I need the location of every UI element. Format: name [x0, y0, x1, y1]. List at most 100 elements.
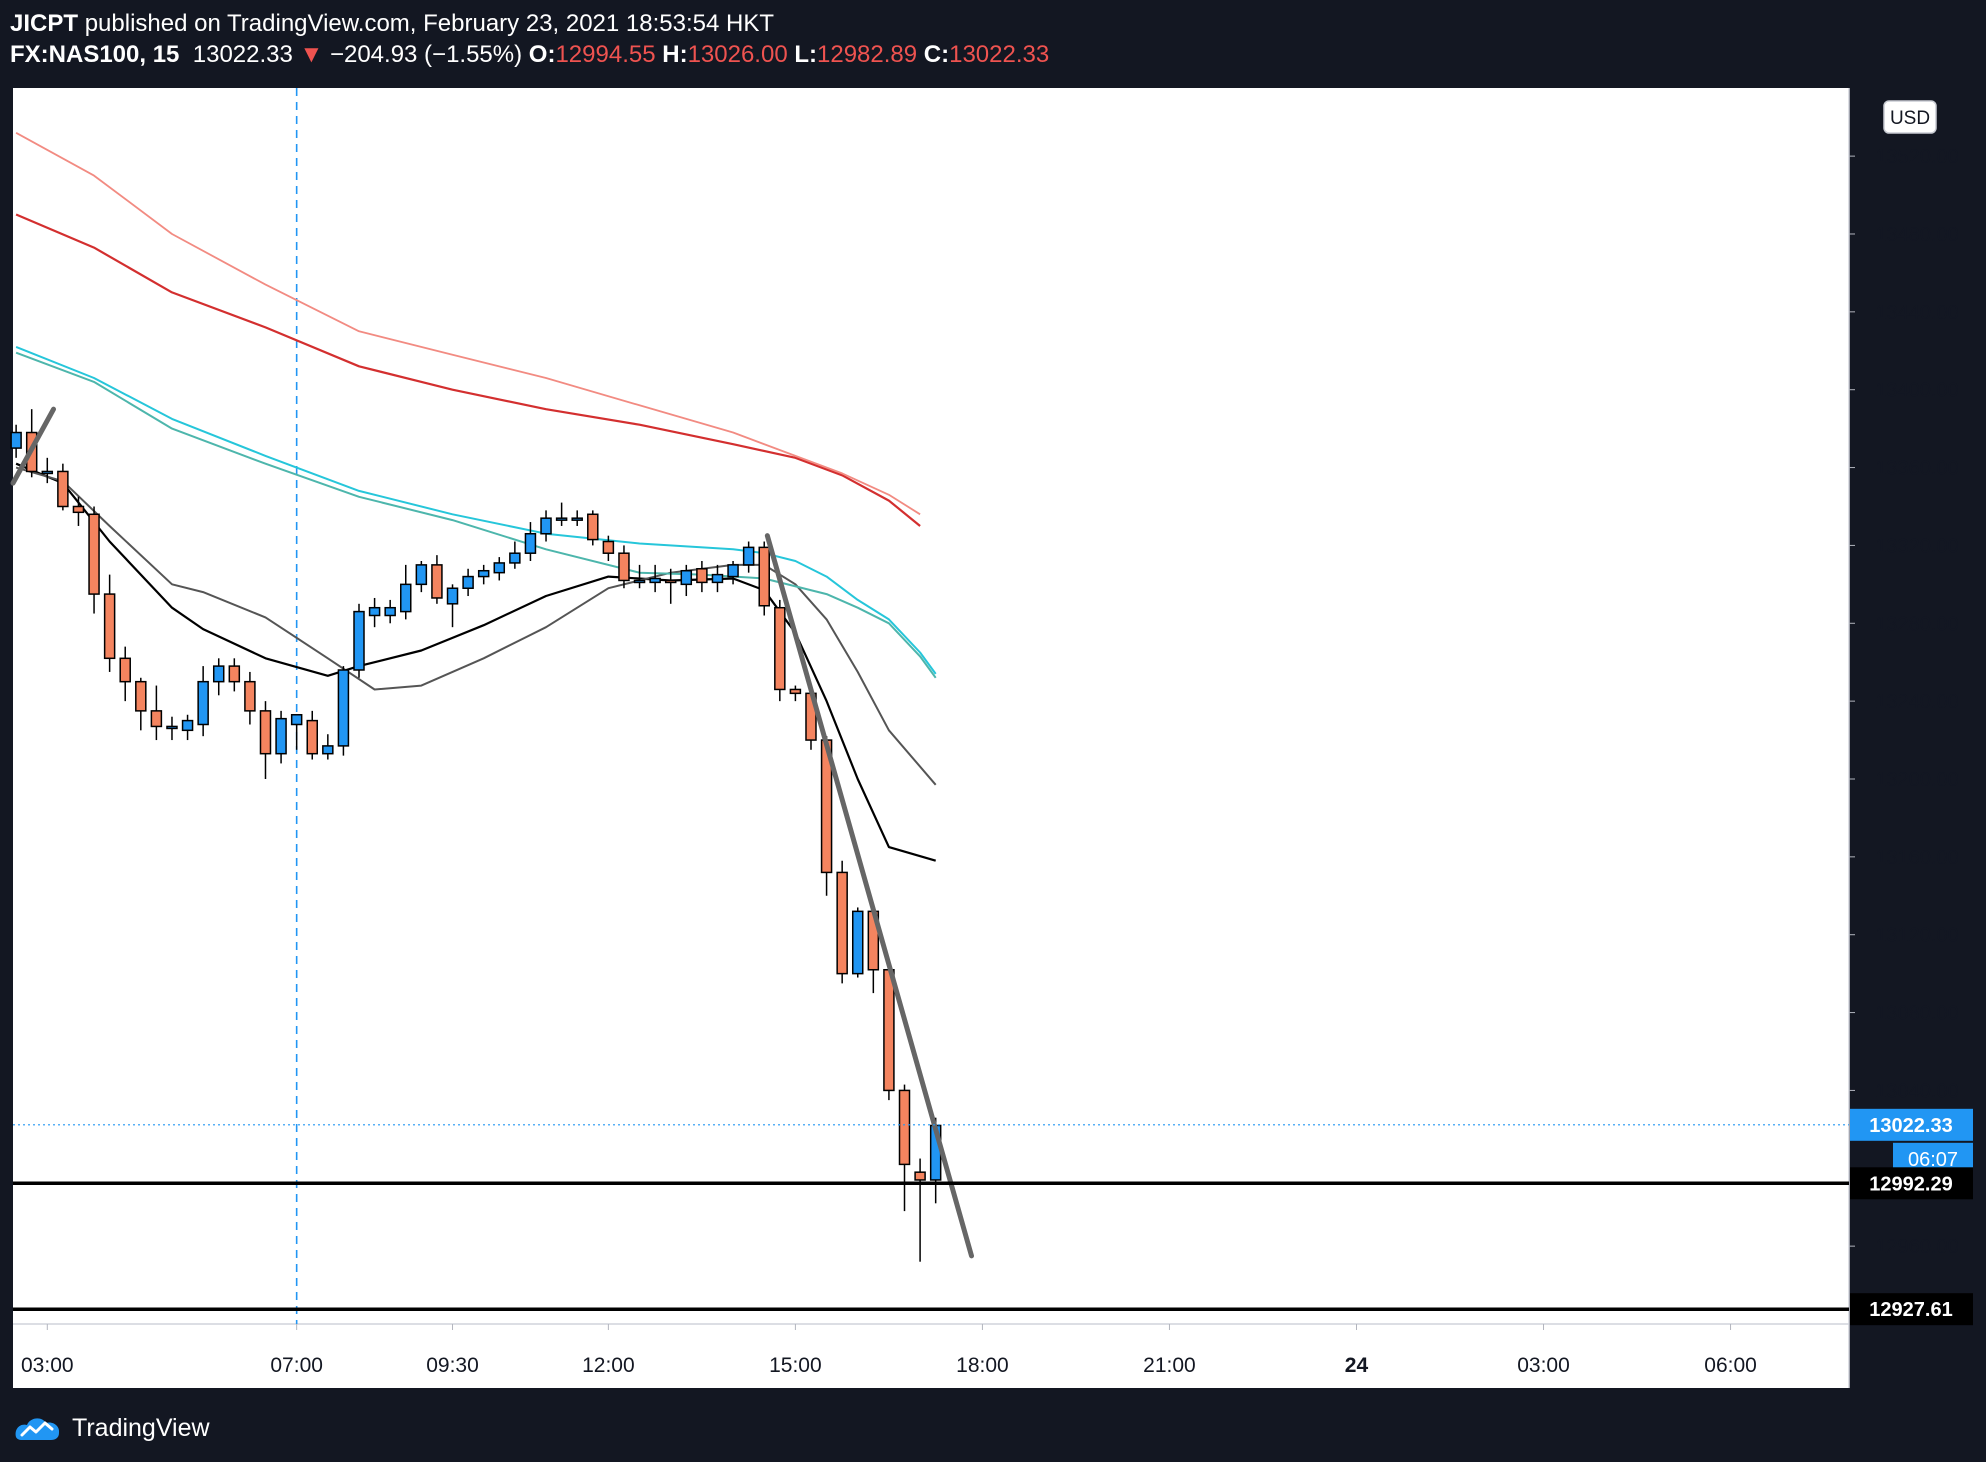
candle-up — [446, 587, 459, 605]
candle-up — [322, 745, 334, 755]
currency-label: USD — [1890, 108, 1930, 129]
time-tick-label: 15:00 — [769, 1354, 822, 1377]
candle-down — [789, 688, 802, 695]
price-tick-label: 13480.00 — [1875, 224, 1958, 246]
ohlc-line: FX:NAS100, 15 13022.33 ▼ −204.93 (−1.55%… — [10, 39, 1970, 70]
down-arrow-icon: ▼ — [299, 41, 324, 68]
high-value: 13026.00 — [687, 41, 788, 68]
candle-up — [477, 569, 490, 578]
candle-down — [150, 710, 163, 728]
time-tick-label: 18:00 — [956, 1354, 1009, 1377]
moving-average-line-5 — [15, 213, 921, 527]
candle-down — [602, 540, 615, 554]
horizontal-level-label-1-box — [1850, 1167, 1973, 1200]
candle-up — [742, 546, 755, 566]
candle-up — [197, 680, 209, 726]
horizontal-level-label-1: 12992.29 — [1869, 1173, 1952, 1195]
chart-header: JICPT published on TradingView.com, Febr… — [10, 8, 1970, 70]
candle-down — [914, 1171, 926, 1181]
footer-brand[interactable]: TradingView — [12, 1408, 210, 1448]
candle-down — [774, 606, 786, 691]
candle-up — [181, 719, 194, 732]
time-tick-label: 09:30 — [426, 1354, 479, 1377]
candle-down — [836, 871, 848, 975]
price-tick-label: 13440.00 — [1875, 302, 1958, 324]
time-tick-label: 24 — [1345, 1354, 1369, 1377]
candle-up — [384, 606, 396, 617]
candle-up — [851, 910, 864, 975]
chart-panel — [13, 88, 1849, 1388]
candle-up — [353, 610, 365, 671]
candle-up — [462, 575, 474, 589]
price-tick-label: 13320.00 — [1875, 535, 1958, 557]
candle-down — [57, 470, 69, 508]
price-tick-label: 13360.00 — [1875, 458, 1958, 480]
symbol-label[interactable]: FX:NAS100, 15 — [10, 41, 180, 68]
candle-down — [898, 1089, 911, 1166]
candle-up — [212, 665, 225, 683]
candle-up — [727, 564, 739, 578]
candle-down — [228, 665, 241, 683]
close-label: C: — [923, 41, 950, 68]
time-tick-label: 21:00 — [1143, 1354, 1196, 1377]
candle-up — [680, 569, 693, 586]
moving-average-line-1 — [15, 462, 937, 862]
candle-down — [696, 568, 708, 584]
candle-up — [711, 573, 724, 584]
candle-down — [135, 680, 147, 712]
candle-up — [10, 431, 22, 449]
currency-button[interactable]: USD — [1883, 100, 1937, 134]
low-value: 12982.89 — [817, 41, 918, 68]
candle-up — [509, 552, 521, 564]
high-label: H: — [662, 41, 688, 68]
close-value: 13022.33 — [949, 41, 1050, 68]
candle-down — [758, 546, 770, 607]
price-tick-label: 13200.00 — [1875, 769, 1958, 791]
candle-up — [166, 725, 178, 730]
trendline-2 — [764, 533, 975, 1259]
price-tick-label: 13040.00 — [1875, 1080, 1958, 1102]
candle-down — [103, 593, 116, 660]
open-label: O: — [528, 41, 556, 68]
price-tick-label: 13160.00 — [1875, 847, 1958, 869]
candle-down — [259, 710, 272, 755]
price-change: −204.93 (−1.55%) — [329, 41, 523, 68]
candle-up — [493, 562, 506, 574]
published-info: published on TradingView.com, February 2… — [84, 10, 775, 37]
price-tick-label: 13080.00 — [1875, 1003, 1958, 1025]
candle-up — [41, 470, 54, 475]
price-tick-label: 13120.00 — [1875, 925, 1958, 947]
last-price: 13022.33 — [192, 41, 293, 68]
author-name[interactable]: JICPT — [10, 10, 79, 37]
candle-down — [119, 657, 131, 683]
countdown-label: 06:07 — [1908, 1149, 1958, 1171]
price-tick-label: 13400.00 — [1875, 380, 1958, 402]
trendline-1 — [10, 406, 57, 486]
currency-button-frame — [1883, 100, 1937, 134]
candle-down — [88, 513, 100, 595]
candle-down — [306, 719, 318, 755]
horizontal-level-label-2: 12927.61 — [1869, 1299, 1952, 1321]
brand-name: TradingView — [72, 1413, 210, 1442]
candle-up — [540, 517, 552, 535]
candle-down — [664, 579, 677, 584]
price-tick-label: 13280.00 — [1875, 613, 1958, 635]
current-price-label: 13022.33 — [1869, 1115, 1952, 1137]
moving-average-line-3 — [15, 345, 937, 675]
candle-up — [368, 606, 381, 617]
price-tick-label: 13240.00 — [1875, 691, 1958, 713]
price-tick-label: 13520.00 — [1875, 146, 1958, 168]
candle-up — [275, 717, 287, 755]
moving-average-line-6 — [15, 132, 921, 516]
candle-up — [400, 583, 412, 613]
time-tick-label: 07:00 — [270, 1354, 323, 1377]
price-tick-label: 12960.00 — [1875, 1236, 1958, 1258]
time-tick-label: 03:00 — [21, 1354, 74, 1377]
current-price-label-box — [1850, 1108, 1973, 1141]
publish-line: JICPT published on TradingView.com, Febr… — [10, 8, 1970, 39]
candle-down — [244, 680, 256, 712]
candle-up — [337, 669, 350, 747]
candle-up — [571, 517, 583, 521]
candle-down — [883, 968, 895, 1092]
